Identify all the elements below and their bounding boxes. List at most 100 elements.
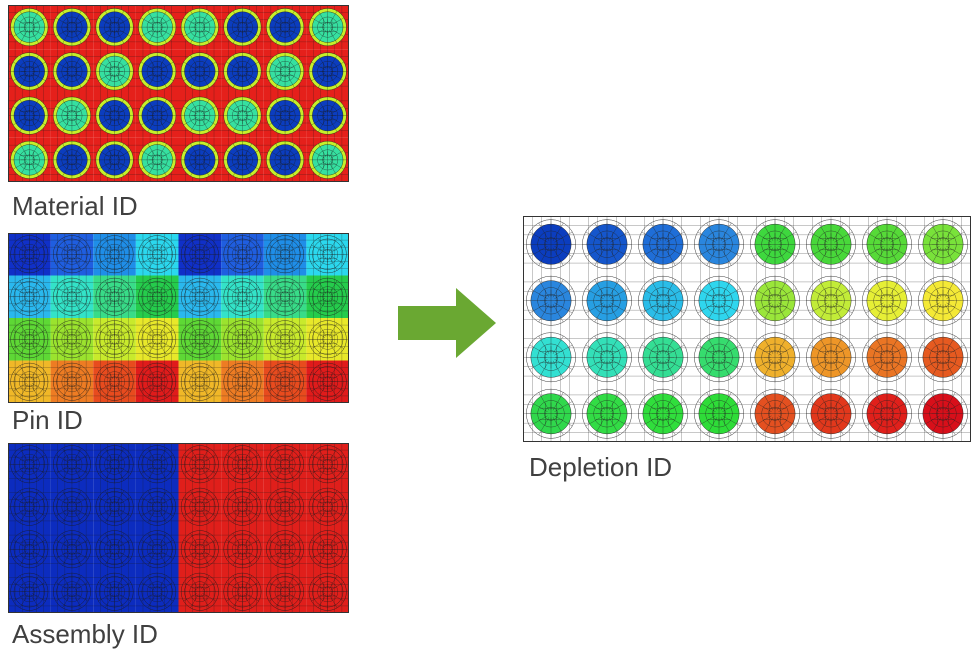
material-pin-cell — [93, 5, 136, 50]
material-pin-cell — [306, 93, 349, 138]
assembly-id-cell — [178, 528, 222, 571]
material-id-panel — [8, 5, 349, 182]
material-pin-cell — [306, 49, 349, 94]
assembly-id-cell — [306, 570, 349, 613]
material-pin-cell — [263, 49, 307, 94]
depletion-id-cell — [747, 216, 803, 273]
material-pin-cell — [178, 5, 222, 50]
assembly-id-cell — [93, 528, 136, 571]
depletion-id-caption: Depletion ID — [529, 452, 673, 482]
pin-id-cell — [8, 233, 51, 276]
material-pin-cell — [306, 5, 349, 50]
depletion-id-cell — [803, 329, 859, 386]
assembly-id-caption: Assembly ID — [12, 619, 158, 649]
assembly-id-cell — [221, 443, 264, 486]
depletion-id-panel — [523, 216, 971, 442]
material-pin-cell — [221, 137, 264, 182]
assembly-id-cell — [8, 443, 51, 486]
depletion-id-cell — [915, 216, 971, 273]
assembly-id-cell — [93, 570, 136, 613]
material-pin-cell — [8, 5, 51, 50]
assembly-id-cell — [50, 443, 94, 486]
pin-id-cell — [221, 318, 264, 361]
pin-id-cell — [93, 233, 136, 276]
pin-id-cell — [221, 233, 264, 276]
assembly-id-cell — [263, 570, 307, 613]
pin-id-cell — [263, 275, 307, 318]
depletion-id-cell — [579, 329, 635, 386]
depletion-id-cell — [915, 272, 971, 329]
material-pin-cell — [93, 49, 136, 94]
depletion-id-cell — [859, 216, 915, 273]
pin-id-cell — [8, 275, 51, 318]
pin-id-cell — [221, 360, 264, 403]
assembly-id-cell — [8, 570, 51, 613]
pin-id-cell — [135, 233, 179, 276]
depletion-id-cell — [523, 272, 579, 329]
depletion-id-cell — [859, 272, 915, 329]
depletion-id-cell — [747, 329, 803, 386]
material-pin-cell — [50, 137, 94, 182]
assembly-id-cell — [221, 485, 264, 528]
pin-id-cell — [178, 275, 222, 318]
material-pin-cell — [221, 49, 264, 94]
depletion-id-cell — [859, 385, 915, 442]
material-pin-cell — [135, 5, 179, 50]
assembly-id-cell — [8, 485, 51, 528]
assembly-id-cell — [263, 485, 307, 528]
pin-id-cell — [306, 360, 349, 403]
assembly-id-panel — [8, 443, 349, 613]
pin-id-cell — [50, 318, 94, 361]
depletion-id-cell — [803, 272, 859, 329]
depletion-id-cell — [523, 385, 579, 442]
pin-id-cell — [263, 318, 307, 361]
depletion-id-cell — [915, 385, 971, 442]
material-pin-cell — [8, 49, 51, 94]
material-pin-cell — [221, 5, 264, 50]
depletion-id-cell — [747, 272, 803, 329]
assembly-id-cell — [8, 528, 51, 571]
depletion-id-cell — [635, 272, 691, 329]
depletion-id-cell — [523, 329, 579, 386]
depletion-id-cell — [523, 216, 579, 273]
material-pin-cell — [93, 137, 136, 182]
assembly-id-cell — [50, 570, 94, 613]
pin-id-cell — [263, 233, 307, 276]
material-pin-cell — [135, 49, 179, 94]
material-pin-cell — [178, 49, 222, 94]
pin-id-caption: Pin ID — [12, 405, 83, 435]
pin-id-cell — [8, 318, 51, 361]
material-pin-cell — [178, 93, 222, 138]
material-pin-cell — [263, 5, 307, 50]
depletion-id-cell — [859, 329, 915, 386]
assembly-id-cell — [135, 528, 179, 571]
assembly-id-cell — [178, 570, 222, 613]
depletion-id-cell — [691, 216, 747, 273]
material-pin-cell — [135, 137, 179, 182]
pin-id-cell — [50, 360, 94, 403]
pin-id-panel — [8, 233, 349, 403]
material-pin-cell — [50, 93, 94, 138]
depletion-id-cell — [635, 216, 691, 273]
pin-id-cell — [221, 275, 264, 318]
pin-id-cell — [93, 318, 136, 361]
pin-id-cell — [306, 233, 349, 276]
pin-id-cell — [135, 318, 179, 361]
material-pin-cell — [93, 93, 136, 138]
depletion-id-cell — [579, 272, 635, 329]
depletion-id-cell — [691, 385, 747, 442]
assembly-id-cell — [178, 443, 222, 486]
assembly-id-cell — [306, 485, 349, 528]
pin-id-cell — [8, 360, 51, 403]
material-pin-cell — [50, 49, 94, 94]
assembly-id-cell — [306, 528, 349, 571]
pin-id-cell — [135, 360, 179, 403]
assembly-id-cell — [178, 485, 222, 528]
assembly-id-cell — [93, 443, 136, 486]
pin-id-cell — [178, 233, 222, 276]
assembly-id-cell — [135, 443, 179, 486]
material-pin-cell — [263, 93, 307, 138]
pin-id-cell — [178, 360, 222, 403]
depletion-id-cell — [579, 216, 635, 273]
assembly-id-cell — [135, 485, 179, 528]
